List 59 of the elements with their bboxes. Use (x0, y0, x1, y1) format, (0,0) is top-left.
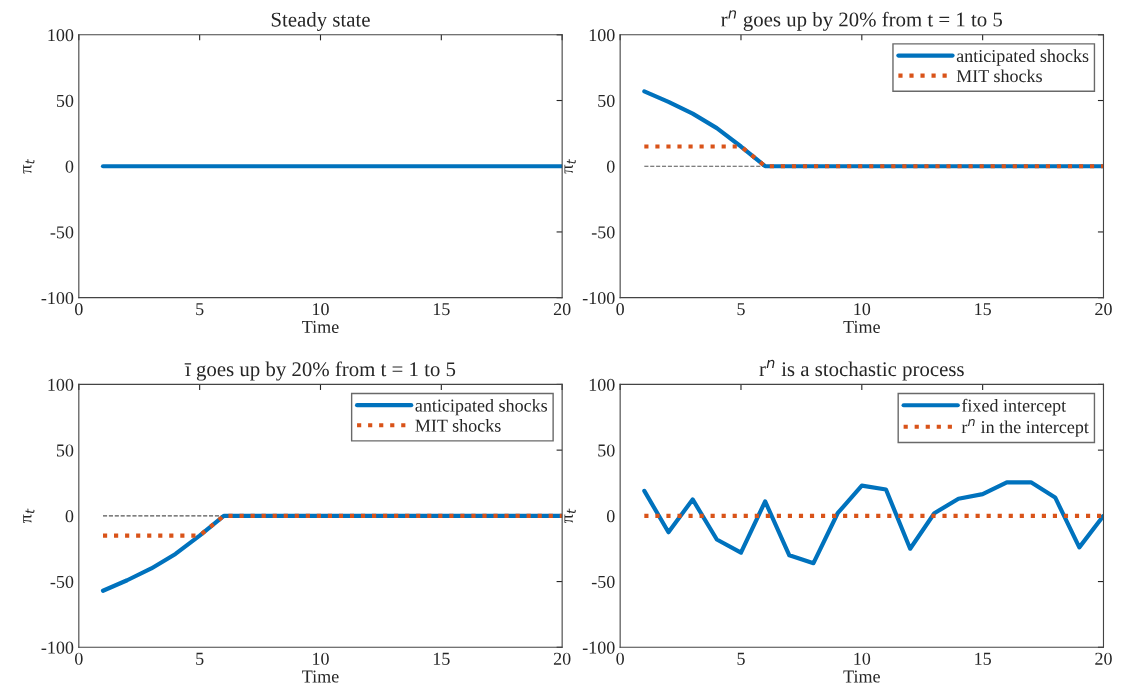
legend-label: MIT shocks (956, 69, 1042, 83)
y-tick-label: 100 (589, 29, 615, 42)
y-tick-label: -100 (582, 291, 615, 305)
x-tick-label: 15 (433, 303, 450, 316)
x-tick-label: 20 (1095, 652, 1112, 665)
y-tick-label: 50 (56, 444, 74, 457)
x-tick-label: 15 (433, 652, 450, 665)
x-tick-label: 15 (975, 303, 991, 316)
x-tick-label: 5 (737, 652, 745, 665)
y-tick-label: 100 (589, 378, 615, 391)
y-axis-title: π$_{t}$ (564, 508, 576, 523)
y-tick-label: 100 (48, 29, 74, 42)
x-tick-label: 0 (616, 652, 624, 665)
x-tick-label: 20 (1095, 303, 1112, 316)
x-tick-label: 0 (616, 303, 624, 316)
y-tick-label: 100 (48, 378, 74, 391)
legend-label: r$^{n}$ in the intercept (961, 419, 1089, 437)
y-axis-title: π$_{t}$ (564, 159, 576, 174)
y-tick-label: 50 (598, 444, 615, 457)
y-tick-label: 50 (56, 94, 74, 107)
x-axis-title: Time (302, 320, 339, 333)
y-tick-label: -50 (591, 575, 615, 589)
legend-label: fixed intercept (961, 398, 1067, 416)
legend-label: anticipated shocks (415, 398, 548, 416)
x-tick-label: 15 (975, 652, 991, 665)
x-tick-label: 10 (313, 303, 329, 316)
x-tick-label: 0 (74, 652, 83, 665)
chart-title: ī goes up by 20% from t = 1 to 5 (184, 361, 456, 381)
chart-title: r$^{n}$ is a stochastic process (759, 359, 964, 381)
x-axis-title: Time (302, 670, 339, 683)
y-tick-label: 0 (65, 510, 74, 523)
chart-title: r$^{n}$ goes up by 20% from t = 1 to 5 (721, 10, 1002, 31)
x-tick-label: 5 (737, 303, 745, 316)
y-tick-label: -50 (50, 226, 74, 239)
x-tick-label: 10 (313, 652, 329, 665)
y-tick-label: -100 (41, 641, 74, 654)
x-axis-title: Time (843, 320, 880, 333)
x-tick-label: 0 (74, 303, 83, 316)
x-axis-title: Time (843, 670, 880, 683)
y-tick-label: 0 (606, 510, 615, 523)
y-tick-label: -50 (50, 575, 74, 589)
legend-label: MIT shocks (415, 419, 501, 432)
y-tick-label: 0 (65, 160, 74, 173)
y-tick-label: -100 (41, 291, 74, 305)
legend-label: anticipated shocks (956, 49, 1089, 66)
y-tick-label: -100 (582, 641, 615, 654)
y-axis-title: π$_{t}$ (23, 508, 35, 523)
chart-title: Steady state (271, 12, 370, 31)
x-tick-label: 5 (196, 303, 204, 316)
x-tick-label: 10 (854, 303, 871, 316)
x-tick-label: 10 (854, 652, 871, 665)
y-tick-label: -50 (591, 226, 615, 239)
y-tick-label: 50 (598, 94, 615, 107)
x-tick-label: 20 (553, 652, 571, 665)
x-tick-label: 20 (553, 303, 571, 316)
y-tick-label: 0 (606, 160, 615, 173)
line-series (642, 480, 1104, 566)
y-axis-title: π$_{t}$ (23, 159, 35, 174)
x-tick-label: 5 (196, 652, 204, 665)
